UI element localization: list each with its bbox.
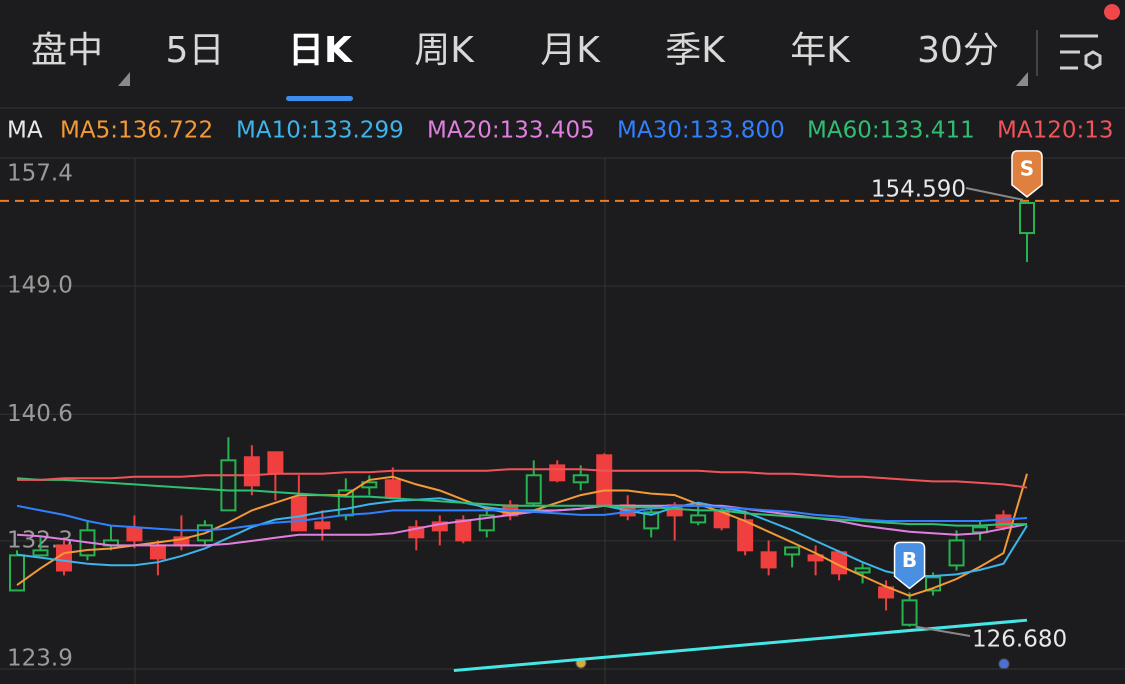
ma-line xyxy=(16,504,1028,547)
trade-marker xyxy=(893,541,926,590)
candle-body xyxy=(737,519,754,552)
candle-body xyxy=(32,549,49,557)
trade-marker xyxy=(1011,150,1043,198)
y-tick-label: 157.4 xyxy=(7,161,73,187)
ma-title: MA xyxy=(7,118,43,144)
candle-body xyxy=(9,554,25,592)
trade-marker-label: S xyxy=(1020,156,1034,180)
legend-entry: MA20:133.405 xyxy=(427,118,595,144)
candle-body xyxy=(220,459,237,512)
tab[interactable]: 日K xyxy=(288,30,353,71)
annotation-leader xyxy=(965,187,1024,201)
candle-body xyxy=(690,514,707,524)
high-label: 154.590 xyxy=(871,177,966,203)
candle-body xyxy=(126,527,143,542)
tab[interactable]: 5日 xyxy=(166,30,225,71)
candle-body xyxy=(572,474,589,484)
y-tick-label: 140.6 xyxy=(7,401,73,427)
annotation-leader xyxy=(915,625,971,637)
candle-body xyxy=(643,511,660,530)
candle-body xyxy=(525,474,542,505)
tab[interactable]: 月K xyxy=(540,30,601,71)
dropdown-caret xyxy=(1016,72,1028,86)
tab[interactable]: 30分 xyxy=(917,30,999,71)
legend-entry: MA120:13 xyxy=(997,118,1114,144)
candle-body xyxy=(243,456,260,487)
candle-body xyxy=(290,496,307,532)
legend-entry: MA60:133.411 xyxy=(807,118,975,144)
legend-entry: MA30:133.800 xyxy=(617,118,785,144)
tab[interactable]: 年K xyxy=(790,30,851,71)
candle-body xyxy=(384,479,401,499)
candle-body xyxy=(455,519,472,542)
candle-body xyxy=(596,454,613,507)
tab-underline xyxy=(286,96,353,101)
ma-line xyxy=(17,468,1028,489)
candle-body xyxy=(55,544,72,572)
candle-body xyxy=(760,551,777,569)
ma-line xyxy=(16,504,1028,532)
candle-body xyxy=(854,567,871,574)
low-label: 126.680 xyxy=(972,627,1067,653)
candle-body xyxy=(784,546,801,556)
candle-body xyxy=(901,599,918,626)
ma-line xyxy=(16,477,1027,527)
candle-body xyxy=(267,451,284,474)
tab[interactable]: 盘中 xyxy=(31,30,103,71)
candle-body xyxy=(408,526,425,539)
y-tick-label: 123.9 xyxy=(7,646,73,672)
tab[interactable]: 周K xyxy=(414,30,475,71)
dropdown-caret xyxy=(118,72,130,86)
candle-body xyxy=(149,544,166,560)
legend-entry: MA10:133.299 xyxy=(236,118,404,144)
legend-entry: MA5:136.722 xyxy=(60,118,213,144)
candle-body xyxy=(948,539,965,567)
y-tick-label: 149.0 xyxy=(7,273,73,299)
candle-body xyxy=(995,514,1012,529)
tab[interactable]: 季K xyxy=(665,30,726,71)
candle-body xyxy=(1019,201,1035,235)
notification-dot xyxy=(1104,4,1120,20)
candle-body xyxy=(314,521,331,530)
settings-icon[interactable] xyxy=(1060,34,1102,70)
event-dot xyxy=(998,658,1010,670)
candle-body xyxy=(807,554,824,562)
candle-body xyxy=(549,464,566,482)
trade-marker-label: B xyxy=(902,548,917,572)
